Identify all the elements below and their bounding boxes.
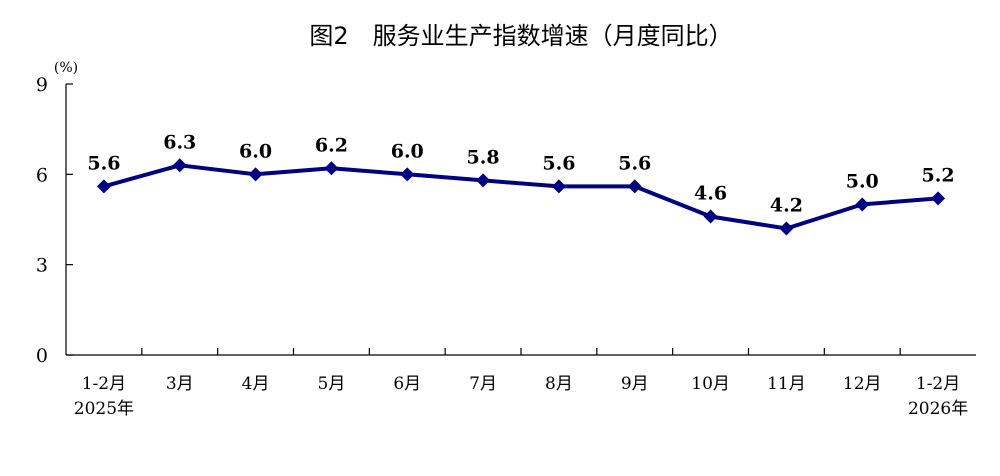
data-label-4: 6.0 [391,140,424,162]
data-point-8 [703,209,718,224]
data-labels: 5.6 6.3 6.0 6.2 6.0 5.8 5.6 5.6 4.6 4.2 5.0 5.2 [87,131,954,216]
x-tick-year-0: 2025年 [74,399,134,419]
x-tick-label-8: 10月 [691,374,730,394]
x-tick-label-9: 11月 [767,374,806,394]
x-tick-label-5: 7月 [469,374,497,394]
data-label-2: 6.0 [239,140,272,162]
x-tick-label-11: 1-2月 [916,374,960,394]
x-tick-label-3: 5月 [318,374,346,394]
data-label-11: 5.2 [922,164,955,186]
data-label-8: 4.6 [694,182,727,204]
data-point-11 [931,191,946,206]
data-label-1: 6.3 [163,131,196,153]
x-tick-label-7: 9月 [621,374,649,394]
x-tick-label-10: 12月 [843,374,882,394]
y-tick-label-1: 3 [36,255,48,277]
x-tick-label-2: 4月 [242,374,270,394]
data-point-1 [172,158,187,173]
y-axis-unit: (%) [54,60,78,76]
data-label-0: 5.6 [87,152,120,174]
data-label-6: 5.6 [542,152,575,174]
data-label-10: 5.0 [846,170,879,192]
data-point-5 [476,173,491,188]
x-tick-label-6: 8月 [545,374,573,394]
data-point-7 [627,179,642,194]
y-ticks: 0 3 6 9 [36,74,73,367]
data-point-6 [551,179,566,194]
x-tick-label-1: 3月 [166,374,194,394]
data-point-2 [248,167,263,182]
x-tick-label-4: 6月 [393,374,421,394]
data-point-0 [96,179,111,194]
x-tick-year-11: 2026年 [908,399,968,419]
y-tick-label-0: 0 [36,345,48,367]
data-label-7: 5.6 [618,152,651,174]
data-label-9: 4.2 [770,195,803,217]
x-tick-label-0: 1-2月 [82,374,126,394]
data-label-3: 6.2 [315,134,348,156]
x-ticks: 1-2月 2025年 3月 4月 5月 6月 7月 8月 9月 10月 11月 12月 1-2月 2026… [74,348,968,419]
y-tick-label-2: 6 [36,164,48,186]
chart-title: 图2 服务业生产指数增速（月度同比） [309,22,732,50]
y-tick-label-3: 9 [36,74,48,96]
series-line [103,163,939,231]
data-point-9 [779,221,794,236]
data-label-5: 5.8 [467,146,500,168]
data-point-3 [324,161,339,176]
data-point-4 [400,167,415,182]
data-point-10 [855,197,870,212]
series-markers [96,158,946,236]
